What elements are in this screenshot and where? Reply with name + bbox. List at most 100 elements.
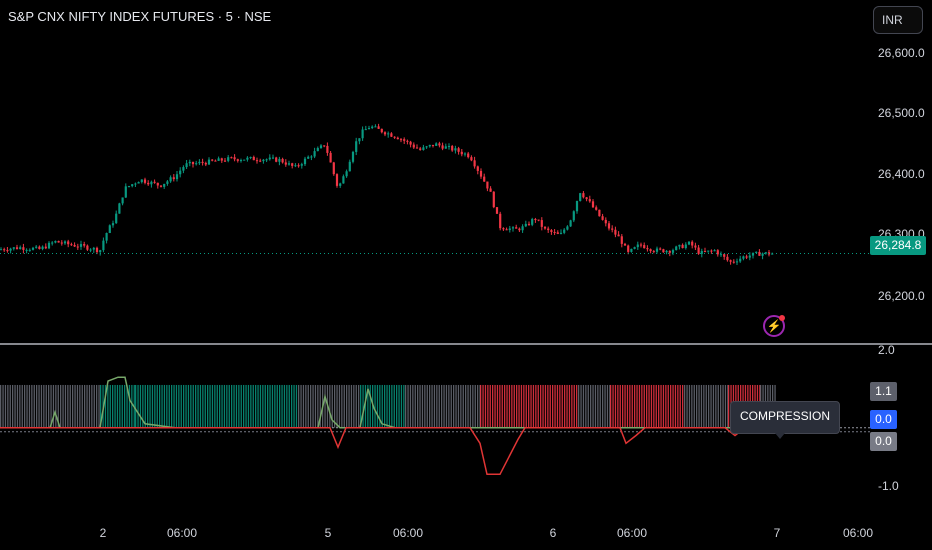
histogram-column xyxy=(69,384,71,428)
candle-body xyxy=(377,126,380,129)
candle-body xyxy=(748,255,751,258)
candle-body xyxy=(351,151,355,162)
histogram-column xyxy=(417,384,419,428)
lightning-alert-icon[interactable]: ⚡ xyxy=(763,315,785,337)
histogram-column xyxy=(544,384,547,428)
histogram-column xyxy=(580,384,582,428)
time-axis-label: 06:00 xyxy=(616,526,648,540)
histogram-column xyxy=(477,384,479,428)
time-axis-label: 06:00 xyxy=(392,526,424,540)
candle-body xyxy=(492,191,495,208)
candle-body xyxy=(25,249,28,251)
candle-body xyxy=(675,246,678,251)
candle-body xyxy=(604,219,607,224)
histogram-column xyxy=(168,384,170,428)
last-price-badge: 26,284.8 xyxy=(870,236,926,255)
histogram-column xyxy=(585,384,587,428)
histogram-column xyxy=(482,384,484,428)
candle-body xyxy=(649,249,652,252)
candle-body xyxy=(739,258,742,262)
candle-body xyxy=(182,167,185,171)
currency-button[interactable]: INR xyxy=(873,6,923,34)
histogram-column xyxy=(240,384,242,428)
histogram-column xyxy=(114,384,116,428)
negative-momentum-line xyxy=(0,426,776,476)
histogram-column xyxy=(597,384,599,428)
histogram-column xyxy=(431,384,433,428)
histogram-column xyxy=(445,384,448,428)
histogram-column xyxy=(4,384,7,428)
candle-body xyxy=(383,132,387,135)
candle-body xyxy=(415,147,419,149)
candle-body xyxy=(70,244,73,246)
histogram-column xyxy=(14,384,16,428)
histogram-column xyxy=(185,384,187,428)
histogram-column xyxy=(255,384,257,428)
candle-body xyxy=(556,232,559,234)
histogram-column xyxy=(139,384,142,428)
time-axis-label: 2 xyxy=(99,526,107,540)
candle-body xyxy=(345,171,348,177)
histogram-column xyxy=(684,384,686,428)
candle-body xyxy=(508,228,511,231)
candle-body xyxy=(623,243,627,246)
candle-body xyxy=(28,249,31,251)
candle-body xyxy=(51,242,54,244)
candle-body xyxy=(310,156,313,158)
candle-body xyxy=(67,241,70,245)
candle-body xyxy=(425,146,428,148)
alert-notification-dot xyxy=(779,315,785,321)
candle-body xyxy=(127,186,131,188)
histogram-column xyxy=(582,384,585,428)
histogram-column xyxy=(190,384,192,428)
candle-body xyxy=(620,236,623,244)
candle-body xyxy=(716,250,719,255)
histogram-column xyxy=(472,384,474,428)
candle-body xyxy=(646,248,649,250)
histogram-column xyxy=(396,384,398,428)
histogram-column xyxy=(55,384,57,428)
histogram-column xyxy=(207,384,209,428)
candle-body xyxy=(12,247,15,249)
candle-body xyxy=(719,254,723,256)
histogram-column xyxy=(643,384,645,428)
histogram-column xyxy=(682,384,684,428)
histogram-column xyxy=(166,384,168,428)
histogram-column xyxy=(450,384,452,428)
candle-body xyxy=(361,129,364,139)
candle-body xyxy=(671,250,675,253)
histogram-column xyxy=(400,384,403,428)
histogram-column xyxy=(156,384,158,428)
candle-body xyxy=(723,254,726,257)
candle-body xyxy=(409,141,412,145)
candle-body xyxy=(771,253,774,255)
histogram-column xyxy=(358,384,360,428)
histogram-column xyxy=(26,384,28,428)
histogram-column xyxy=(312,384,314,428)
histogram-column xyxy=(50,384,52,428)
histogram-column xyxy=(329,384,331,428)
histogram-column xyxy=(532,384,535,428)
candle-body xyxy=(764,252,767,254)
histogram-column xyxy=(407,384,409,428)
histogram-column xyxy=(310,384,312,428)
histogram-column xyxy=(568,384,571,428)
indicator-value-badge: 1.1 xyxy=(870,382,897,401)
candle-body xyxy=(713,250,716,252)
histogram-column xyxy=(388,384,391,428)
histogram-column xyxy=(703,384,705,428)
histogram-column xyxy=(9,384,11,428)
candle-body xyxy=(659,248,662,250)
candle-body xyxy=(527,223,531,225)
histogram-column xyxy=(219,384,221,428)
histogram-column xyxy=(698,384,700,428)
histogram-column xyxy=(121,384,123,428)
histogram-column xyxy=(513,384,515,428)
candle-body xyxy=(262,159,265,162)
histogram-column xyxy=(243,384,245,428)
candle-body xyxy=(419,148,422,150)
histogram-column xyxy=(283,384,286,428)
histogram-column xyxy=(722,384,724,428)
histogram-column xyxy=(348,384,350,428)
